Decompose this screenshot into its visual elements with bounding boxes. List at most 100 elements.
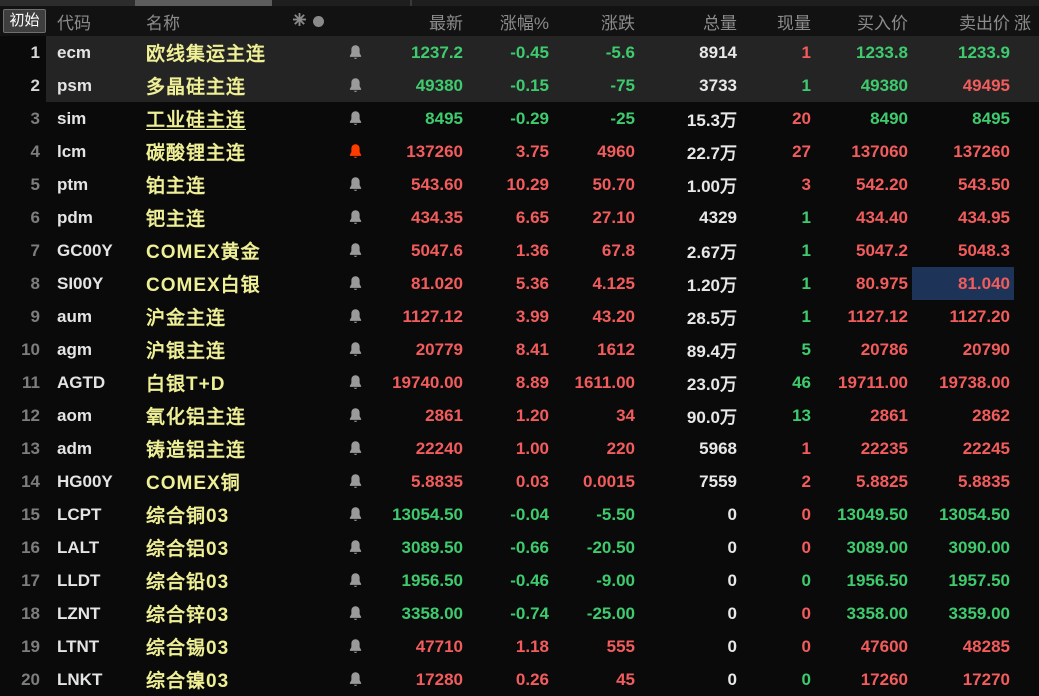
bell-icon[interactable] xyxy=(348,473,363,490)
latest-price: 20779 xyxy=(415,339,463,359)
bell-icon[interactable] xyxy=(348,572,363,589)
bell-icon[interactable] xyxy=(348,638,363,655)
table-row[interactable]: 18 LZNT 综合锌03 3358.00 -0.74 -25.00 0 0 3… xyxy=(0,597,1039,630)
instrument-name: 综合铅03 xyxy=(146,572,230,593)
instrument-name: COMEX铜 xyxy=(146,473,241,494)
table-header: 初始 代码 名称 最新 涨幅% 涨跌 总量 现量 买入价 卖出价 涨 xyxy=(0,6,1039,36)
row-number: 5 xyxy=(0,168,46,201)
table-row[interactable]: 12 aom 氧化铝主连 2861 1.20 34 90.0万 13 2861 … xyxy=(0,399,1039,432)
header-pct[interactable]: 涨幅% xyxy=(499,13,549,33)
current-volume: 1 xyxy=(801,306,811,326)
instrument-name: 欧线集运主连 xyxy=(146,44,267,65)
row-number: 8 xyxy=(0,267,46,300)
partial-cell xyxy=(1014,564,1039,597)
bell-icon[interactable] xyxy=(348,209,363,226)
table-row[interactable]: 5 ptm 铂主连 543.60 10.29 50.70 1.00万 3 542… xyxy=(0,168,1039,201)
bell-icon[interactable] xyxy=(348,506,363,523)
bell-icon[interactable] xyxy=(348,77,363,94)
bell-icon[interactable] xyxy=(348,143,363,160)
total-volume: 8914 xyxy=(699,42,737,62)
current-volume: 3 xyxy=(801,174,811,194)
bell-icon[interactable] xyxy=(348,242,363,259)
row-number: 18 xyxy=(0,597,46,630)
table-row[interactable]: 13 adm 铸造铝主连 22240 1.00 220 5968 1 22235… xyxy=(0,432,1039,465)
change-percent: -0.29 xyxy=(510,108,549,128)
table-row[interactable]: 7 GC00Y COMEX黄金 5047.6 1.36 67.8 2.67万 1… xyxy=(0,234,1039,267)
header-latest[interactable]: 最新 xyxy=(429,13,463,33)
header-cur[interactable]: 现量 xyxy=(777,13,811,33)
header-sell[interactable]: 卖出价 xyxy=(959,13,1010,33)
header-buy[interactable]: 买入价 xyxy=(857,13,908,33)
change-value: 4.125 xyxy=(592,273,635,293)
table-row[interactable]: 6 pdm 钯主连 434.35 6.65 27.10 4329 1 434.4… xyxy=(0,201,1039,234)
bid-price: 1127.12 xyxy=(847,306,908,326)
table-row[interactable]: 16 LALT 综合铝03 3089.50 -0.66 -20.50 0 0 3… xyxy=(0,531,1039,564)
bell-icon[interactable] xyxy=(348,275,363,292)
header-name[interactable]: 名称 xyxy=(146,13,180,33)
table-row[interactable]: 3 sim 工业硅主连 8495 -0.29 -25 15.3万 20 8490… xyxy=(0,102,1039,135)
bell-icon[interactable] xyxy=(348,176,363,193)
bell-cell xyxy=(340,168,370,201)
row-number: 9 xyxy=(0,300,46,333)
ask-price: 19738.00 xyxy=(939,372,1010,392)
init-sort-button[interactable]: 初始 xyxy=(3,9,46,33)
header-code[interactable]: 代码 xyxy=(57,13,91,33)
table-row[interactable]: 20 LNKT 综合镍03 17280 0.26 45 0 0 17260 17… xyxy=(0,663,1039,696)
bell-icon[interactable] xyxy=(348,44,363,61)
ask-price: 20790 xyxy=(962,339,1010,359)
row-number: 1 xyxy=(0,36,46,69)
table-row[interactable]: 8 SI00Y COMEX白银 81.020 5.36 4.125 1.20万 … xyxy=(0,267,1039,300)
current-volume: 0 xyxy=(801,570,811,590)
instrument-name: 综合锡03 xyxy=(146,638,230,659)
change-percent: -0.45 xyxy=(510,42,549,62)
row-number: 16 xyxy=(0,531,46,564)
table-row[interactable]: 1 ecm 欧线集运主连 1237.2 -0.45 -5.6 8914 1 12… xyxy=(0,36,1039,69)
table-row[interactable]: 17 LLDT 综合铅03 1956.50 -0.46 -9.00 0 0 19… xyxy=(0,564,1039,597)
bell-icon[interactable] xyxy=(348,110,363,127)
partial-cell xyxy=(1014,597,1039,630)
table-row[interactable]: 4 lcm 碳酸锂主连 137260 3.75 4960 22.7万 27 13… xyxy=(0,135,1039,168)
table-row[interactable]: 10 agm 沪银主连 20779 8.41 1612 89.4万 5 2078… xyxy=(0,333,1039,366)
instrument-code: GC00Y xyxy=(57,240,113,260)
table-row[interactable]: 15 LCPT 综合铜03 13054.50 -0.04 -5.50 0 0 1… xyxy=(0,498,1039,531)
table-row[interactable]: 14 HG00Y COMEX铜 5.8835 0.03 0.0015 7559 … xyxy=(0,465,1039,498)
bell-icon[interactable] xyxy=(348,539,363,556)
total-volume: 0 xyxy=(727,504,737,524)
bell-icon[interactable] xyxy=(348,374,363,391)
table-row[interactable]: 9 aum 沪金主连 1127.12 3.99 43.20 28.5万 1 11… xyxy=(0,300,1039,333)
bell-icon[interactable] xyxy=(348,308,363,325)
ask-price: 5.8835 xyxy=(958,471,1010,491)
row-number: 11 xyxy=(0,366,46,399)
latest-price: 8495 xyxy=(425,108,463,128)
row-number: 14 xyxy=(0,465,46,498)
change-value: 27.10 xyxy=(592,207,635,227)
change-percent: -0.74 xyxy=(510,603,549,623)
bell-icon[interactable] xyxy=(348,341,363,358)
instrument-name: COMEX白银 xyxy=(146,275,261,296)
total-volume: 4329 xyxy=(699,207,737,227)
header-partial-column[interactable]: 涨 xyxy=(1014,13,1031,33)
ask-price: 1233.9 xyxy=(958,42,1010,62)
instrument-name: 工业硅主连 xyxy=(146,110,247,131)
table-row[interactable]: 11 AGTD 白银T+D 19740.00 8.89 1611.00 23.0… xyxy=(0,366,1039,399)
bid-price: 8490 xyxy=(870,108,908,128)
header-bell-spacer xyxy=(340,6,370,36)
partial-cell xyxy=(1014,465,1039,498)
bell-icon[interactable] xyxy=(348,407,363,424)
bell-icon[interactable] xyxy=(348,440,363,457)
header-vol[interactable]: 总量 xyxy=(703,13,737,33)
table-row[interactable]: 2 psm 多晶硅主连 49380 -0.15 -75 3733 1 49380… xyxy=(0,69,1039,102)
change-percent: 1.20 xyxy=(515,405,549,425)
bell-icon[interactable] xyxy=(348,671,363,688)
bell-icon[interactable] xyxy=(348,605,363,622)
table-row[interactable]: 19 LTNT 综合锡03 47710 1.18 555 0 0 47600 4… xyxy=(0,630,1039,663)
latest-price: 47710 xyxy=(415,636,463,656)
total-volume: 1.20万 xyxy=(686,276,737,295)
header-chg[interactable]: 涨跌 xyxy=(601,13,635,33)
row-number: 3 xyxy=(0,102,46,135)
active-tab-indicator[interactable] xyxy=(135,0,272,6)
total-volume: 89.4万 xyxy=(686,342,737,361)
bid-price: 19711.00 xyxy=(838,372,908,392)
instrument-code: ecm xyxy=(57,42,92,62)
latest-price: 49380 xyxy=(415,75,463,95)
